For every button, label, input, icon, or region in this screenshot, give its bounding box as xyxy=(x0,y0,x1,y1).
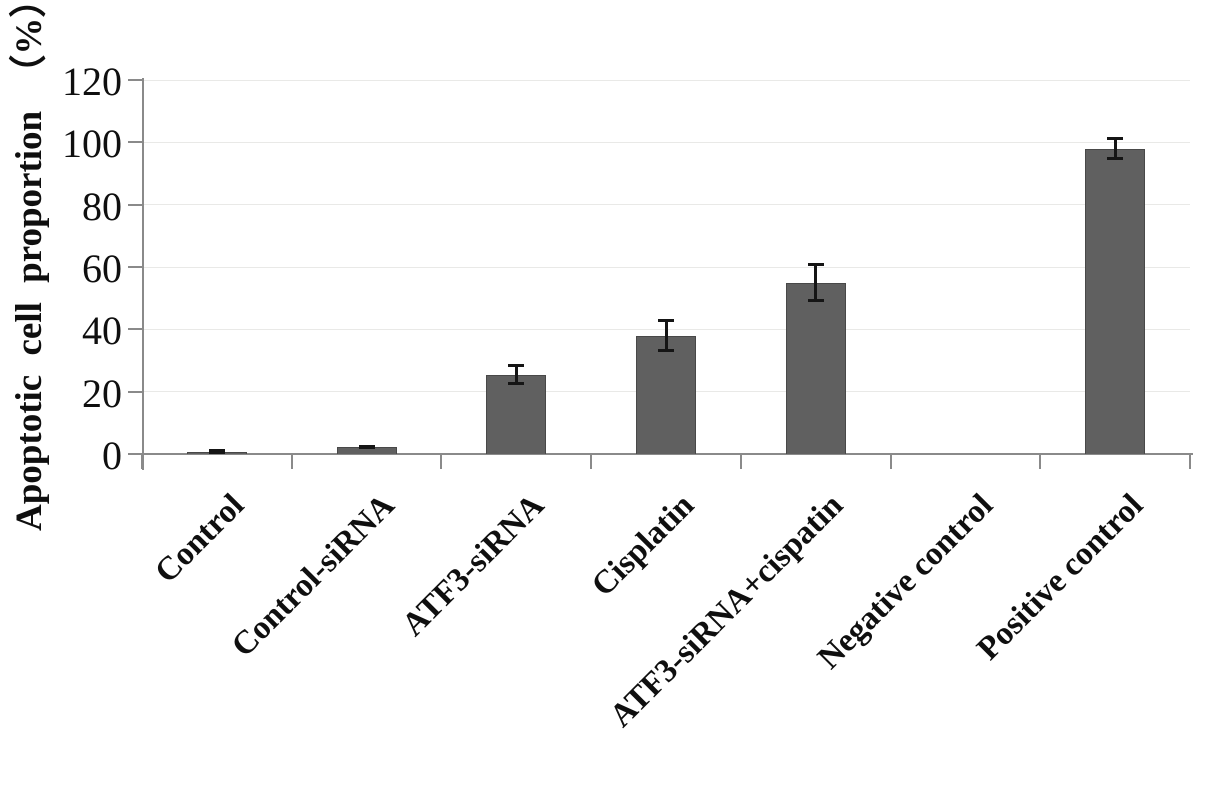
error-cap-top-6 xyxy=(1107,136,1124,140)
y-tick-100 xyxy=(128,141,142,144)
error-cap-top-4 xyxy=(807,262,824,266)
x-tick-3 xyxy=(590,454,593,469)
x-tick-0 xyxy=(141,454,143,469)
y-tick-label-60: 60 xyxy=(82,246,122,291)
y-tick-0 xyxy=(128,453,142,455)
x-tick-2 xyxy=(440,454,443,469)
bar-2 xyxy=(486,374,547,454)
error-bar-3 xyxy=(664,319,668,352)
y-tick-label-0: 0 xyxy=(102,433,122,478)
y-tick-label-40: 40 xyxy=(82,308,122,354)
y-tick-40 xyxy=(128,328,142,331)
x-tick-1 xyxy=(290,454,293,469)
error-bar-6 xyxy=(1113,137,1117,160)
gridline-100 xyxy=(142,141,1190,143)
error-cap-top-2 xyxy=(508,364,525,368)
y-tick-120 xyxy=(128,79,142,81)
gridline-80 xyxy=(142,204,1190,206)
x-category-label-2: ATF3-siRNA xyxy=(395,487,552,644)
y-tick-label-120: 120 xyxy=(62,59,122,104)
x-category-label-0: Control xyxy=(148,487,252,591)
bar-3 xyxy=(636,335,696,454)
y-axis-line xyxy=(142,78,144,470)
error-cap-top-3 xyxy=(658,318,674,322)
gridline-60 xyxy=(142,266,1190,268)
x-category-label-3: Cisplatin xyxy=(584,487,701,604)
gridline-120 xyxy=(142,79,1190,81)
y-tick-label-20: 20 xyxy=(82,370,122,416)
y-tick-20 xyxy=(128,390,142,393)
error-cap-bottom-6 xyxy=(1107,157,1124,161)
bar-4 xyxy=(785,282,846,454)
error-cap-bottom-1 xyxy=(358,446,375,450)
y-tick-60 xyxy=(128,266,142,268)
y-tick-80 xyxy=(128,203,142,206)
y-tick-label-80: 80 xyxy=(82,183,122,229)
x-tick-5 xyxy=(889,454,892,469)
y-tick-label-100: 100 xyxy=(62,121,122,167)
x-tick-7 xyxy=(1189,454,1191,469)
x-category-label-1: Control-siRNA xyxy=(224,487,402,664)
bar-6 xyxy=(1085,148,1146,454)
error-bar-4 xyxy=(814,263,818,302)
error-bar-2 xyxy=(514,365,518,384)
error-cap-bottom-2 xyxy=(508,381,525,385)
error-cap-bottom-0 xyxy=(208,450,225,454)
x-axis-line xyxy=(140,453,1193,455)
x-tick-4 xyxy=(739,454,742,469)
error-cap-bottom-3 xyxy=(658,349,674,353)
x-tick-6 xyxy=(1039,454,1042,469)
error-cap-bottom-4 xyxy=(807,299,824,303)
